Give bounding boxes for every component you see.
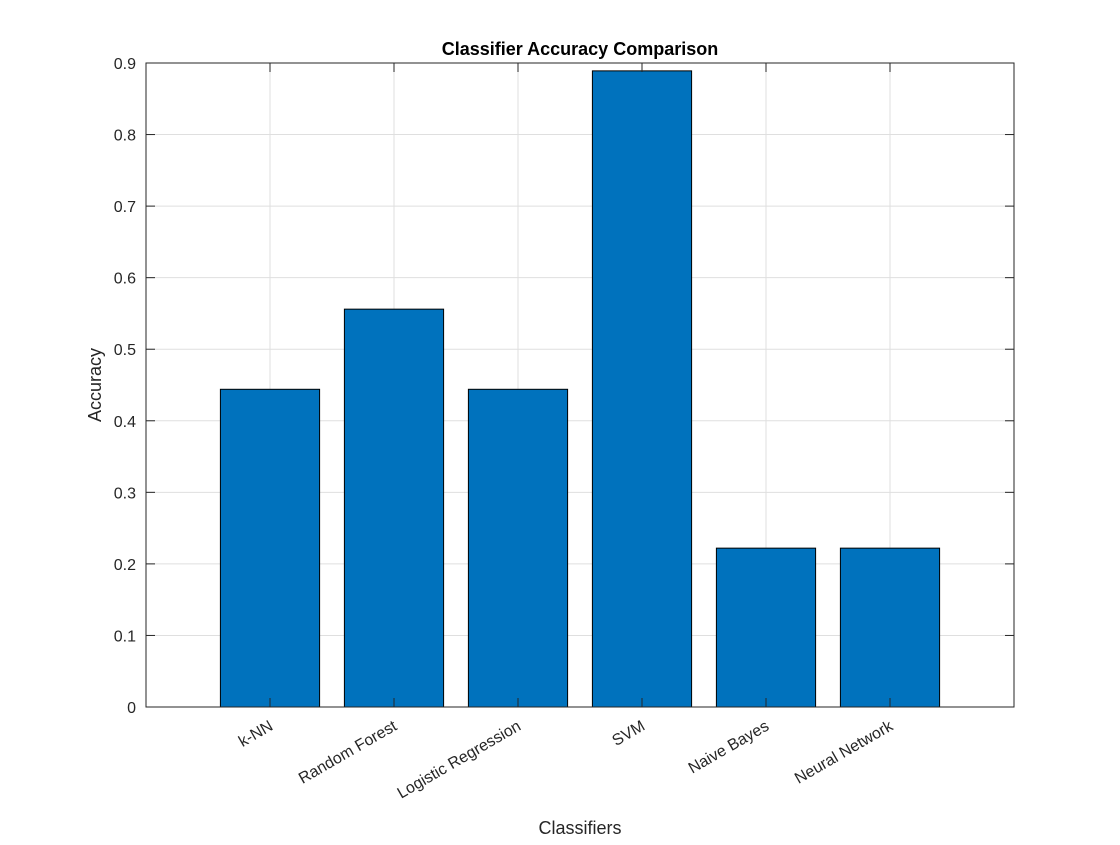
y-tick-label: 0.2 [114,557,136,574]
axes-box [145,62,1015,708]
y-tick-label: 0.5 [114,342,136,359]
tick-marks [146,62,1014,708]
bar-svm [591,70,693,708]
y-tick-label: 0.7 [114,199,136,216]
bar-random-forest [343,308,445,708]
y-tick-label: 0 [127,700,136,717]
y-tick-label: 0.8 [114,128,136,145]
bars [219,70,941,708]
bar-naive-bayes [715,547,817,708]
chart-title: Classifier Accuracy Comparison [442,39,718,59]
y-tick-label: 0.3 [114,485,136,502]
x-axis-label: Classifiers [538,818,621,838]
y-tick-label: 0.9 [114,56,136,73]
y-axis-label: Accuracy [85,348,105,422]
bar-k-nn [219,388,321,708]
y-tick-label: 0.6 [114,271,136,288]
y-tick-label: 0.1 [114,628,136,645]
y-tick-labels: 0 0.1 0.2 0.3 0.4 0.5 0.6 0.7 0.8 0.9 [114,56,136,717]
bar-logistic-regression [467,388,569,708]
y-tick-label: 0.4 [114,414,136,431]
bar-neural-network [839,547,941,708]
